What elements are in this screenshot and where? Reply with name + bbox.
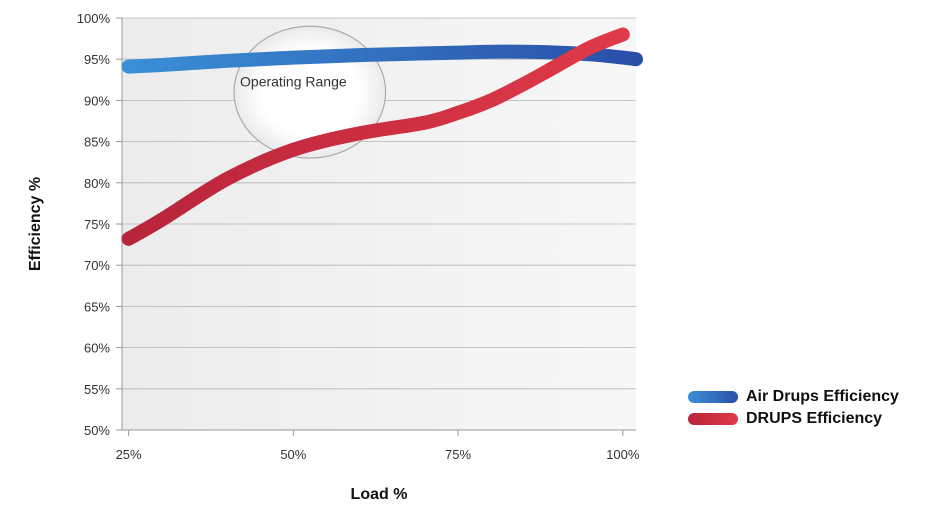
y-tick-label: 100% [77,11,111,26]
x-axis-ticks: 25% 50% 75% 100% [116,430,640,462]
x-axis-title: Load % [351,486,408,503]
y-tick-label: 65% [84,299,110,314]
series-line-drups [121,27,630,246]
y-tick-label: 70% [84,258,110,273]
y-tick-label: 55% [84,382,110,397]
x-tick-label: 25% [116,447,142,462]
legend-label-air-drups: Air Drups Efficiency [746,388,899,405]
y-tick-label: 60% [84,341,110,356]
x-tick-label: 50% [280,447,306,462]
legend-swatch-drups [688,413,738,425]
x-tick-label: 100% [606,447,640,462]
y-axis-title: Efficiency % [27,177,44,271]
legend-item-air-drups: Air Drups Efficiency [688,386,899,408]
operating-range-label: Operating Range [240,73,347,89]
y-tick-label: 75% [84,217,110,232]
y-tick-label: 90% [84,93,110,108]
legend: Air Drups Efficiency DRUPS Efficiency [688,386,899,430]
legend-swatch-air-drups [688,391,738,403]
series-layer [121,27,643,246]
legend-label-drups: DRUPS Efficiency [746,410,883,427]
x-tick-label: 75% [445,447,471,462]
y-tick-label: 50% [84,423,110,438]
legend-item-drups: DRUPS Efficiency [688,408,899,430]
y-tick-label: 85% [84,135,110,150]
y-axis-ticks: 50% 55% 60% 65% 70% 75% 80% 85% 90% 95% 100% [77,11,122,438]
y-tick-label: 80% [84,176,110,191]
y-tick-label: 95% [84,52,110,67]
